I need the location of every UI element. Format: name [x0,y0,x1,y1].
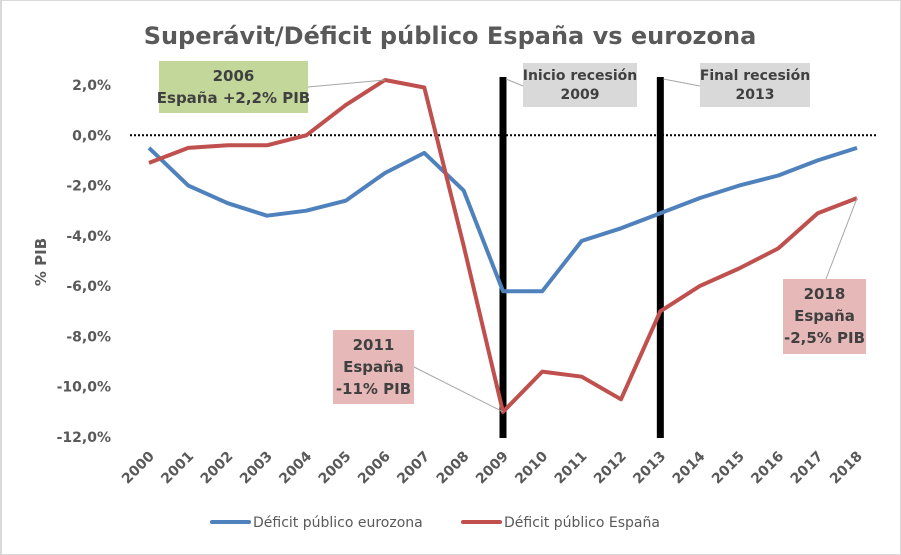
marker-label-text: Final recesión [700,68,810,84]
x-tick-label: 2000 [119,448,158,487]
annotation-box [783,279,866,354]
marker-label-box [523,63,637,107]
chart-title: Superávit/Déficit público España vs euro… [144,22,757,50]
y-tick-label: -2,0% [66,179,111,195]
annotation-leader-line [307,79,386,88]
annotation-text: España [794,307,855,325]
marker-label-box [700,63,810,107]
annotation-text: 2006 [213,67,255,85]
y-tick-label: -4,0% [66,229,111,245]
annotation-text: España +2,2% PIB [157,89,310,107]
marker-leader-line [663,78,701,87]
y-tick-label: -12,0% [57,430,111,446]
y-axis-ticks: 2,0% 0,0% -2,0% -4,0% -6,0% -8,0% -10,0% -12,0% [57,78,111,446]
x-tick-label: 2005 [316,449,355,488]
x-tick-label: 2004 [276,448,315,487]
x-tick-label: 2018 [827,449,866,488]
annotation-text: España [343,358,404,376]
annotations: 2006 España +2,2% PIB 2011 España -11% PIB 20… [157,61,866,413]
x-tick-label: 2001 [158,449,197,488]
x-tick-label: 2012 [591,449,630,488]
annotation-box [333,330,414,404]
x-tick-label: 2014 [670,448,709,487]
x-tick-label: 2013 [630,449,669,488]
legend-label: Déficit público eurozona [253,515,423,531]
annotation-text: 2018 [804,285,846,303]
annotation-text: 2011 [353,336,395,354]
x-tick-label: 2002 [198,449,237,488]
annotation-text: -11% PIB [336,380,411,398]
marker-label-text: Inicio recesión [523,68,637,84]
y-axis-label: % PIB [32,238,50,286]
legend-label: Déficit público España [504,515,660,531]
annotation-box [159,61,308,113]
series-lines [147,78,858,414]
x-tick-label: 2015 [709,449,748,488]
x-tick-label: 2010 [512,448,551,487]
x-axis-ticks: 2000 2001 2002 2003 2004 2005 2006 2007 2008 2009… [119,448,866,487]
y-tick-label: -10,0% [57,380,111,396]
annotation-leader-line [413,366,504,413]
y-tick-label: -8,0% [66,329,111,345]
recession-markers: Inicio recesión 2009 Final recesión 2013 [499,63,810,438]
x-tick-label: 2006 [355,449,394,488]
annotation-leader-line [825,197,858,280]
x-tick-label: 2017 [788,449,827,488]
x-tick-label: 2007 [394,449,433,488]
marker-label-text: 2009 [561,87,600,103]
legend: Déficit público eurozona Déficit público … [210,515,660,531]
y-tick-label: 2,0% [72,78,111,94]
x-tick-label: 2008 [434,449,473,488]
y-tick-label: -6,0% [66,279,111,295]
x-tick-label: 2009 [473,449,512,488]
marker-label-text: 2013 [736,87,775,103]
y-tick-label: 0,0% [72,128,111,144]
x-tick-label: 2011 [552,449,591,488]
marker-leader-line [505,78,524,87]
x-tick-label: 2003 [237,449,276,488]
x-tick-label: 2016 [748,449,787,488]
annotation-text: -2,5% PIB [784,329,865,347]
